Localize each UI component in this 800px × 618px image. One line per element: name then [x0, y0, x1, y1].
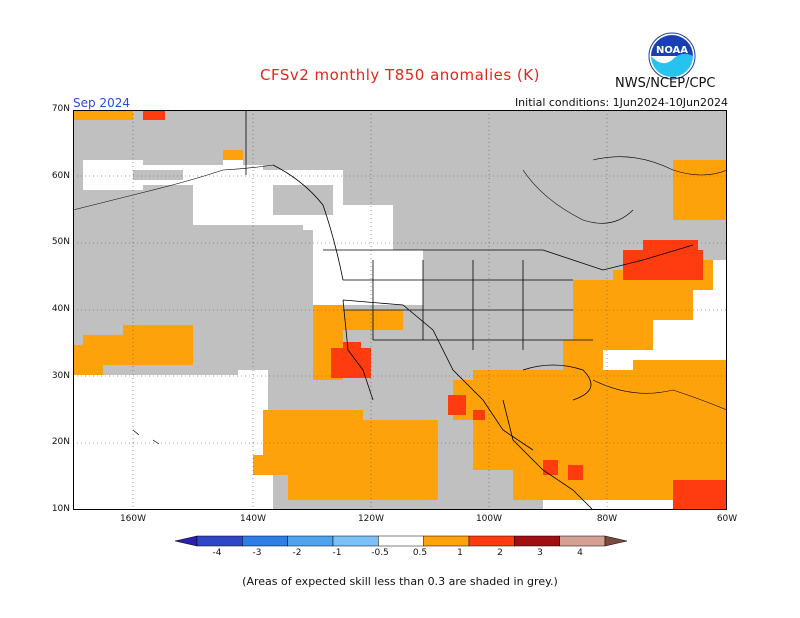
legend-swatch [423, 535, 470, 547]
legend-swatch [196, 535, 243, 547]
legend-swatch [514, 535, 560, 547]
legend-label: 4 [577, 548, 583, 558]
noaa-logo-text: NOAA [656, 45, 688, 56]
legend-arrow-high [604, 535, 627, 547]
lat-label: 20N [51, 437, 70, 447]
legend-label: -3 [252, 548, 262, 558]
legend-label: 1 [457, 548, 463, 558]
coastlines [73, 156, 727, 445]
legend-swatch [468, 535, 515, 547]
legend-swatch [287, 535, 334, 547]
lon-label: 100W [475, 514, 503, 524]
forecast-month: Sep 2024 [73, 96, 130, 110]
skill-footnote: (Areas of expected skill less than 0.3 a… [242, 575, 558, 588]
legend-label: -2 [292, 548, 302, 558]
legend-swatch [559, 535, 606, 547]
graticule [73, 110, 727, 510]
lat-label: 60N [51, 171, 70, 181]
lat-label: 50N [51, 237, 70, 247]
lon-label: 80W [596, 514, 618, 524]
organization-label: NWS/NCEP/CPC [615, 76, 716, 91]
lat-label: 10N [51, 504, 70, 514]
color-legend [175, 535, 627, 547]
anomaly-map [73, 110, 727, 510]
lon-label: 120W [357, 514, 385, 524]
map-title: CFSv2 monthly T850 anomalies (K) [260, 66, 540, 84]
anomaly-0p5-to-1 [73, 110, 727, 500]
lon-label: 160W [119, 514, 147, 524]
initial-conditions: Initial conditions: 1Jun2024-10Jun2024 [514, 96, 728, 109]
legend-label: -0.5 [371, 548, 389, 558]
legend-swatch [332, 535, 379, 547]
legend-label: 0.5 [412, 548, 428, 558]
noaa-logo: NOAA [648, 32, 696, 80]
map-frame [73, 110, 727, 510]
legend-arrow-low [175, 535, 198, 547]
lon-label: 140W [239, 514, 267, 524]
legend-swatch [242, 535, 288, 547]
legend-label: -1 [332, 548, 342, 558]
lat-label: 30N [51, 371, 70, 381]
legend-label: 3 [537, 548, 543, 558]
anomaly-1-to-2 [143, 110, 727, 510]
legend-label: -4 [212, 548, 222, 558]
legend-label: 2 [497, 548, 503, 558]
lat-label: 70N [51, 104, 70, 114]
lat-label: 40N [51, 304, 70, 314]
legend-swatch [378, 535, 424, 547]
lon-label: 60W [716, 514, 738, 524]
political-borders [245, 110, 694, 510]
